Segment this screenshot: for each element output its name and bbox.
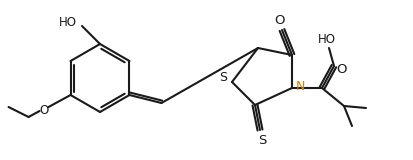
Text: S: S (257, 133, 266, 147)
Text: HO: HO (317, 32, 335, 45)
Text: O: O (336, 63, 347, 76)
Text: S: S (218, 71, 226, 84)
Text: HO: HO (59, 16, 77, 28)
Text: O: O (274, 13, 285, 27)
Text: N: N (294, 80, 304, 92)
Text: O: O (39, 104, 48, 116)
